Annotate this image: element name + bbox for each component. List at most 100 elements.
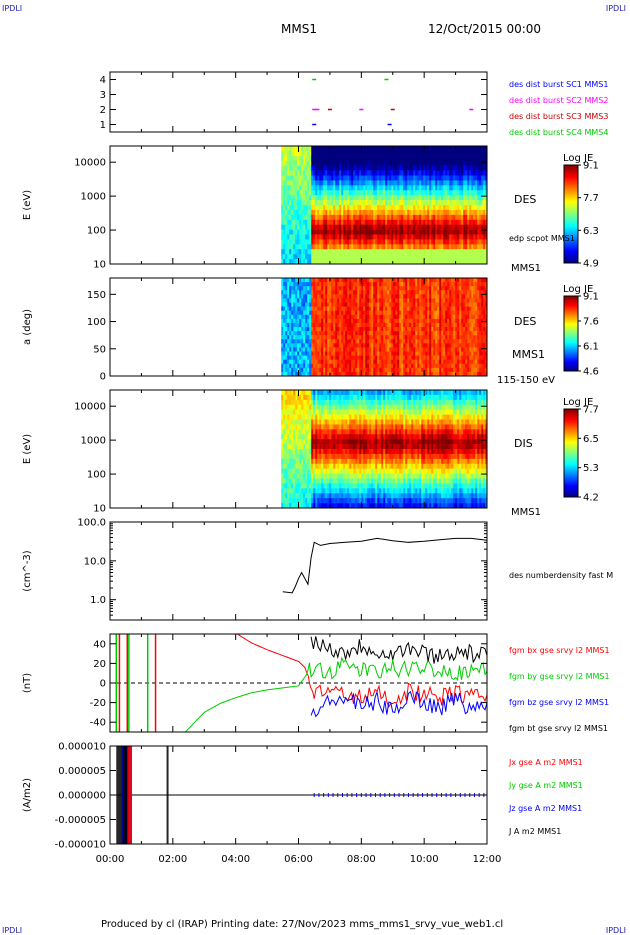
des_pitch-heat-cell [437, 282, 439, 286]
des_energy-heat-cell [321, 190, 323, 195]
des_energy-heat-cell [377, 151, 379, 156]
des_energy-heat-cell [445, 156, 447, 161]
des_energy-heat-cell [395, 166, 397, 171]
des_energy-heat-cell [319, 176, 321, 181]
des_energy-heat-cell [461, 249, 463, 254]
des_pitch-heat-cell [471, 368, 473, 372]
des_energy-heat-cell [397, 146, 399, 151]
des_energy-heat-cell [395, 254, 397, 259]
des_energy-heat-cell [483, 156, 485, 161]
des_pitch-heat-cell [369, 356, 371, 360]
des_pitch-heat-cell [341, 331, 343, 335]
des_pitch-heat-cell [403, 303, 405, 307]
des_energy-heat-cell [337, 195, 339, 200]
des_pitch-heat-cell [349, 311, 351, 315]
des_pitch-heat-cell [333, 364, 335, 368]
des_pitch-heat-cell [375, 286, 377, 290]
des_pitch-heat-cell [341, 278, 343, 282]
des_pitch-heat-cell [351, 307, 353, 311]
des_pitch-heat-cell [353, 364, 355, 368]
des_energy-heat-cell [413, 254, 415, 259]
des_energy-heat-cell [293, 254, 295, 259]
des_energy-heat-cell [449, 239, 451, 244]
des_pitch-heat-cell [435, 368, 437, 372]
des_energy-heat-cell [337, 185, 339, 190]
des_energy-heat-cell [413, 235, 415, 240]
des_pitch-heat-cell [355, 282, 357, 286]
des_energy-heat-cell [435, 235, 437, 240]
des_energy-heat-cell [417, 249, 419, 254]
des_pitch-heat-cell [299, 303, 301, 307]
des_pitch-heat-cell [403, 311, 405, 315]
des_energy-heat-cell [315, 166, 317, 171]
des_pitch-heat-cell [361, 331, 363, 335]
des_pitch-heat-cell [429, 327, 431, 331]
burst-legend-entry: des dist burst SC1 MMS1 [509, 80, 608, 89]
des_pitch-heat-cell [467, 343, 469, 347]
des_energy-heat-cell [321, 249, 323, 254]
des_pitch-heat-cell [447, 352, 449, 356]
des_pitch-heat-cell [329, 347, 331, 351]
des_pitch-heat-cell [343, 307, 345, 311]
des_pitch-heat-cell [481, 311, 483, 315]
des_pitch-heat-cell [361, 356, 363, 360]
des_pitch-heat-cell [465, 278, 467, 282]
des_pitch-heat-cell [457, 343, 459, 347]
des_pitch-heat-cell [323, 368, 325, 372]
des_energy-heat-cell [315, 146, 317, 151]
des_energy-heat-cell [321, 151, 323, 156]
des_pitch-heat-cell [371, 307, 373, 311]
des_pitch-heat-cell [461, 286, 463, 290]
des_energy-heat-cell [415, 185, 417, 190]
des_pitch-heat-cell [369, 352, 371, 356]
des_pitch-heat-cell [453, 303, 455, 307]
des_pitch-heat-cell [395, 286, 397, 290]
des_energy-heat-cell [301, 161, 303, 166]
des_energy-heat-cell [287, 215, 289, 220]
des_pitch-heat-cell [473, 343, 475, 347]
des_pitch-heat-cell [405, 282, 407, 286]
des_pitch-heat-cell [363, 356, 365, 360]
des_energy-heat-cell [289, 254, 291, 259]
des_pitch-heat-cell [287, 303, 289, 307]
des_energy-heat-cell [315, 220, 317, 225]
des_pitch-heat-cell [345, 327, 347, 331]
des_energy-heat-cell [301, 230, 303, 235]
des_energy-heat-cell [283, 230, 285, 235]
des_pitch-heat-cell [395, 352, 397, 356]
des_energy-heat-cell [387, 215, 389, 220]
des_pitch-heat-cell [345, 307, 347, 311]
des_pitch-heat-cell [437, 343, 439, 347]
des_energy-heat-cell [481, 166, 483, 171]
des_energy-heat-cell [457, 239, 459, 244]
des_pitch-heat-cell [309, 307, 311, 311]
des_pitch-heat-cell [371, 290, 373, 294]
des_energy-heat-cell [307, 151, 309, 156]
des_energy-heat-cell [395, 171, 397, 176]
des_energy-heat-cell [467, 171, 469, 176]
des_pitch-heat-cell [455, 286, 457, 290]
des_pitch-heat-cell [285, 278, 287, 282]
des_energy-heat-cell [353, 239, 355, 244]
des_energy-heat-cell [477, 176, 479, 181]
des_energy-heat-cell [347, 166, 349, 171]
des_energy-heat-cell [365, 166, 367, 171]
des_energy-heat-cell [365, 161, 367, 166]
des_pitch-heat-cell [373, 343, 375, 347]
des_pitch-heat-cell [449, 339, 451, 343]
des_pitch-heat-cell [401, 294, 403, 298]
des_pitch-heat-cell [387, 335, 389, 339]
des_pitch-heat-cell [335, 339, 337, 343]
des_energy-heat-cell [283, 166, 285, 171]
des_energy-heat-cell [439, 171, 441, 176]
des_pitch-heat-cell [369, 311, 371, 315]
des_pitch-heat-cell [381, 290, 383, 294]
des_energy-heat-cell [281, 151, 283, 156]
des_energy-heat-cell [377, 146, 379, 151]
des_energy-heat-cell [447, 161, 449, 166]
des_energy-heat-cell [405, 220, 407, 225]
des_energy-heat-cell [301, 244, 303, 249]
des_energy-heat-cell [447, 205, 449, 210]
des_pitch-heat-cell [357, 303, 359, 307]
des_energy-heat-cell [393, 205, 395, 210]
